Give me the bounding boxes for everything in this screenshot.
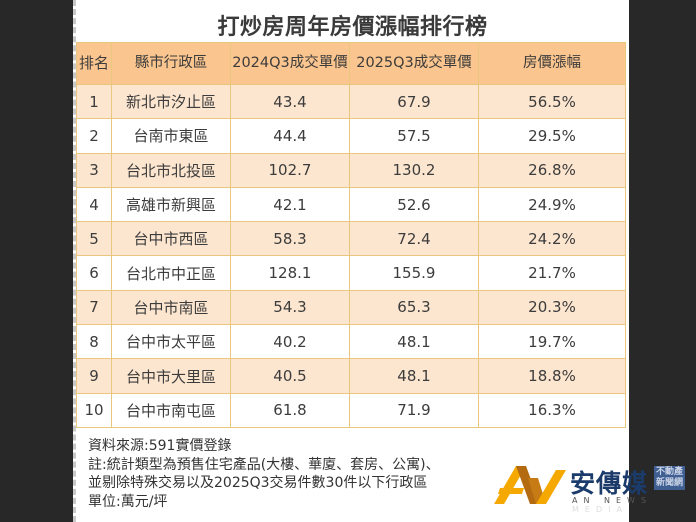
cell-district: 台南市東區 (111, 118, 231, 154)
table-row: 7 台中市南區 54.3 65.3 20.3% (76, 289, 626, 326)
cell-change: 56.5% (478, 83, 626, 120)
cell-district: 台中市太平區 (111, 324, 231, 360)
cell-price-2024q3: 40.2 (230, 324, 350, 360)
cell-price-2025q3: 155.9 (349, 255, 479, 291)
brand-subtitle-part1: AN NEWS (572, 496, 653, 505)
cell-price-2025q3: 48.1 (349, 324, 479, 360)
cell-district: 台北市北投區 (111, 152, 231, 188)
cell-district: 台中市大里區 (111, 358, 231, 394)
cell-rank: 7 (76, 289, 112, 326)
table-header-row: 排名 縣市行政區 2024Q3成交單價 2025Q3成交單價 房價漲幅 (76, 42, 626, 85)
table-row: 6 台北市中正區 128.1 155.9 21.7% (76, 255, 626, 291)
unit-note: 單位:萬元/坪 (88, 493, 168, 510)
brand-side-line2: 新聞網 (656, 478, 684, 488)
cell-price-2024q3: 42.1 (230, 186, 350, 223)
source-note: 資料來源:591實價登錄 (88, 438, 232, 454)
cell-change: 19.7% (478, 324, 626, 360)
brand-name: 安傳媒 (570, 469, 649, 498)
cell-change: 20.3% (478, 289, 626, 326)
cell-rank: 9 (76, 358, 112, 394)
cell-price-2024q3: 102.7 (230, 152, 350, 188)
cell-district: 高雄市新興區 (111, 186, 231, 223)
method-note-line1: 註:統計類型為預售住宅產品(大樓、華廈、套房、公寓)、 (88, 456, 440, 473)
brand-subtitle: AN NEWS MEDIA (572, 496, 694, 514)
cell-price-2025q3: 72.4 (349, 221, 479, 257)
brand-side-label: 不動產 新聞網 (654, 466, 686, 490)
cell-change: 24.9% (478, 186, 626, 223)
an-logo-mark-icon (494, 466, 566, 504)
cell-price-2024q3: 54.3 (230, 289, 350, 326)
cell-rank: 8 (76, 324, 112, 360)
brand-side-line1: 不動產 (656, 467, 684, 477)
footnotes: 資料來源:591實價登錄 註:統計類型為預售住宅產品(大樓、華廈、套房、公寓)、… (88, 437, 440, 511)
cell-rank: 10 (76, 392, 112, 428)
table-row: 9 台中市大里區 40.5 48.1 18.8% (76, 358, 626, 394)
method-note-line2: 並剔除特殊交易以及2025Q3交易件數30件以下行政區 (88, 475, 428, 491)
cell-rank: 5 (76, 221, 112, 257)
ranking-table: 排名 縣市行政區 2024Q3成交單價 2025Q3成交單價 房價漲幅 1 新北… (76, 42, 626, 428)
header-price-2024q3: 2024Q3成交單價 (230, 42, 350, 85)
cell-rank: 4 (76, 186, 112, 223)
table-row: 1 新北市汐止區 43.4 67.9 56.5% (76, 83, 626, 120)
cell-change: 18.8% (478, 358, 626, 394)
cell-rank: 6 (76, 255, 112, 291)
cell-district: 新北市汐止區 (111, 83, 231, 120)
table-row: 2 台南市東區 44.4 57.5 29.5% (76, 118, 626, 154)
cell-price-2024q3: 44.4 (230, 118, 350, 154)
cell-district: 台中市南屯區 (111, 392, 231, 428)
cell-rank: 2 (76, 118, 112, 154)
table-row: 8 台中市太平區 40.2 48.1 19.7% (76, 324, 626, 360)
header-district: 縣市行政區 (111, 42, 231, 85)
cell-change: 26.8% (478, 152, 626, 188)
cell-change: 24.2% (478, 221, 626, 257)
header-rank: 排名 (76, 42, 112, 85)
cell-rank: 3 (76, 152, 112, 188)
cell-price-2024q3: 61.8 (230, 392, 350, 428)
cell-change: 16.3% (478, 392, 626, 428)
cell-price-2025q3: 65.3 (349, 289, 479, 326)
table-row: 10 台中市南屯區 61.8 71.9 16.3% (76, 392, 626, 428)
cell-price-2024q3: 40.5 (230, 358, 350, 394)
cell-district: 台中市西區 (111, 221, 231, 257)
cell-price-2025q3: 67.9 (349, 83, 479, 120)
cell-price-2024q3: 43.4 (230, 83, 350, 120)
table-row: 4 高雄市新興區 42.1 52.6 24.9% (76, 186, 626, 223)
cell-district: 台北市中正區 (111, 255, 231, 291)
header-price-2025q3: 2025Q3成交單價 (349, 42, 479, 85)
cell-change: 29.5% (478, 118, 626, 154)
cell-price-2025q3: 130.2 (349, 152, 479, 188)
cell-price-2025q3: 57.5 (349, 118, 479, 154)
table-row: 3 台北市北投區 102.7 130.2 26.8% (76, 152, 626, 188)
cell-price-2024q3: 128.1 (230, 255, 350, 291)
cell-price-2025q3: 52.6 (349, 186, 479, 223)
cell-change: 21.7% (478, 255, 626, 291)
header-change: 房價漲幅 (478, 42, 626, 85)
cell-rank: 1 (76, 83, 112, 120)
infographic-card: 打炒房周年房價漲幅排行榜 排名 縣市行政區 2024Q3成交單價 2025Q3成… (73, 0, 629, 522)
cell-price-2025q3: 48.1 (349, 358, 479, 394)
cell-district: 台中市南區 (111, 289, 231, 326)
cell-price-2025q3: 71.9 (349, 392, 479, 428)
brand-subtitle-part2: MEDIA (572, 505, 628, 514)
an-news-media-logo: 安傳媒 不動產 新聞網 AN NEWS MEDIA (494, 462, 694, 514)
cell-price-2024q3: 58.3 (230, 221, 350, 257)
table-row: 5 台中市西區 58.3 72.4 24.2% (76, 221, 626, 257)
page-title: 打炒房周年房價漲幅排行榜 (217, 15, 488, 40)
